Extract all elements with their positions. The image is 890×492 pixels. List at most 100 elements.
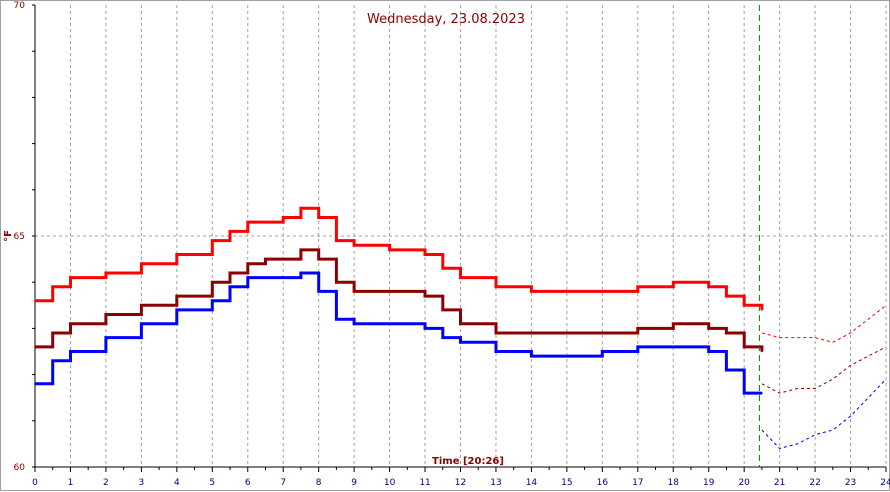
series-point [672, 322, 675, 325]
series-point [105, 313, 107, 316]
x-axis-label: Time [20:26] [432, 456, 504, 467]
grid [35, 5, 887, 467]
series-point [761, 392, 763, 394]
series-point [601, 350, 604, 353]
series-point [743, 346, 745, 348]
series-point [34, 299, 36, 302]
series-point [459, 322, 462, 325]
x-tick-label: 0 [32, 478, 38, 488]
forecast-series-line [761, 378, 887, 450]
series-point [51, 332, 54, 334]
series-point [282, 216, 285, 219]
forecast-series-line [761, 304, 887, 343]
x-tick-label: 16 [597, 478, 609, 488]
x-tick-label: 17 [632, 478, 643, 488]
y-axis-ticks: 60 65 70 [14, 1, 35, 473]
series-point [335, 318, 338, 320]
series-point [725, 295, 728, 297]
x-tick-label: 24 [880, 478, 890, 488]
series-point [317, 216, 320, 219]
series-point [300, 207, 302, 210]
series-point [140, 262, 143, 265]
y-tick-label: 60 [14, 463, 26, 473]
series-point [353, 290, 355, 293]
x-tick-label: 10 [384, 478, 396, 488]
series-point [441, 336, 444, 339]
series-point [264, 221, 267, 223]
series-point [105, 336, 107, 339]
series-point [707, 327, 710, 330]
series-point [34, 346, 36, 348]
series-point [707, 286, 710, 288]
series-point [140, 304, 143, 307]
measured-series-line [35, 206, 764, 310]
series-point [105, 272, 107, 274]
series-point [246, 262, 249, 265]
series-point [530, 355, 533, 357]
series-point [246, 276, 249, 279]
series-point [264, 258, 267, 260]
x-tick-label: 21 [774, 478, 785, 488]
series-point [317, 258, 320, 260]
series-point [530, 290, 533, 293]
x-tick-label: 11 [419, 478, 430, 488]
series-point [229, 230, 231, 233]
series-point [211, 299, 214, 302]
y-axis-label: °F [3, 230, 14, 242]
x-tick-label: 14 [526, 478, 538, 488]
series-point [761, 350, 763, 353]
series-point [495, 286, 497, 288]
series-point [743, 392, 745, 394]
series-point [140, 322, 143, 325]
x-tick-label: 23 [845, 478, 856, 488]
x-tick-label: 22 [809, 478, 820, 488]
series-point [424, 327, 426, 330]
series-point [566, 290, 568, 293]
series-point [388, 290, 391, 293]
series-point [725, 332, 728, 334]
series-point [34, 383, 36, 385]
series-point [725, 369, 728, 371]
series-point [264, 276, 267, 279]
series-point [636, 346, 639, 348]
series-point [335, 281, 338, 284]
series-point [672, 346, 675, 348]
series-point [300, 249, 302, 251]
series-point [69, 350, 72, 353]
series-point [229, 272, 231, 274]
series-point [459, 276, 462, 279]
series-point [69, 322, 72, 325]
series-point [211, 281, 214, 284]
series-point [761, 309, 763, 311]
x-tick-label: 9 [351, 478, 357, 488]
series-point [282, 258, 285, 260]
series-point [176, 253, 178, 256]
x-tick-label: 7 [280, 478, 286, 488]
series-point [672, 281, 675, 284]
forecast-series-line [761, 346, 887, 394]
series-point [282, 276, 285, 279]
series-point [441, 309, 444, 311]
series-point [353, 322, 355, 325]
series-point [51, 359, 54, 362]
series-point [317, 290, 320, 293]
x-tick-label: 19 [703, 478, 715, 488]
series-point [495, 350, 497, 353]
series-point [388, 322, 391, 325]
series-point [335, 239, 338, 242]
series-point [601, 290, 604, 293]
x-tick-label: 1 [68, 478, 74, 488]
series-point [300, 272, 302, 274]
series-point [176, 295, 178, 297]
x-tick-label: 2 [103, 478, 109, 488]
series-point [743, 304, 745, 307]
series-point [441, 267, 444, 270]
series-point [566, 332, 568, 334]
series-point [707, 350, 710, 353]
series-point [459, 341, 462, 344]
x-tick-label: 8 [316, 478, 322, 488]
series-point [246, 221, 249, 223]
x-tick-label: 20 [738, 478, 750, 488]
x-tick-label: 12 [455, 478, 466, 488]
